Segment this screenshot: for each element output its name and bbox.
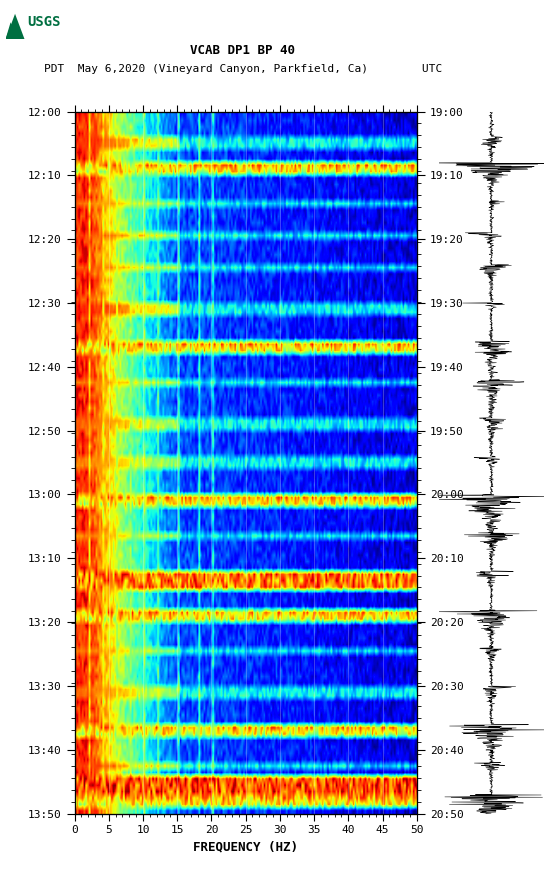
Polygon shape [6, 22, 17, 39]
Text: VCAB DP1 BP 40: VCAB DP1 BP 40 [190, 45, 295, 57]
Text: USGS: USGS [28, 15, 61, 29]
X-axis label: FREQUENCY (HZ): FREQUENCY (HZ) [193, 841, 298, 854]
Text: PDT  May 6,2020 (Vineyard Canyon, Parkfield, Ca)        UTC: PDT May 6,2020 (Vineyard Canyon, Parkfie… [44, 63, 442, 74]
Polygon shape [6, 14, 24, 39]
